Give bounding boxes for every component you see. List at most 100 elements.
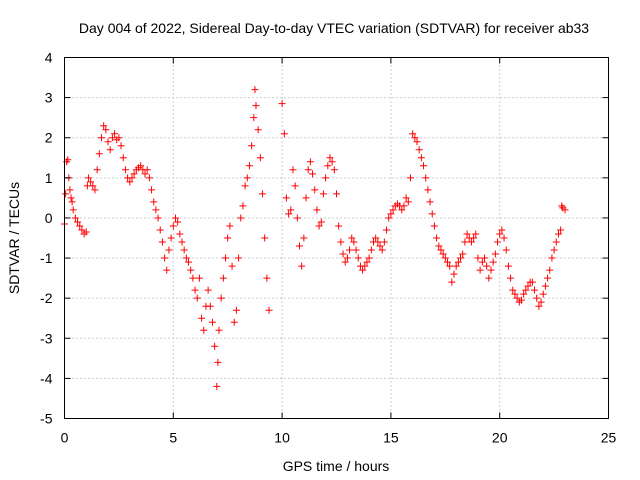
data-point <box>156 226 164 234</box>
data-point <box>472 230 480 238</box>
data-point <box>102 126 110 134</box>
data-point <box>243 174 251 182</box>
data-point <box>66 186 74 194</box>
x-axis-label: GPS time / hours <box>283 458 390 474</box>
data-point <box>311 186 319 194</box>
data-point <box>215 326 223 334</box>
data-point <box>239 202 247 210</box>
y-tick-label: -2 <box>40 290 53 306</box>
data-point <box>546 266 554 274</box>
data-point <box>104 138 112 146</box>
data-point <box>378 246 386 254</box>
data-point <box>161 254 169 262</box>
data-point <box>437 246 445 254</box>
y-tick-label: 3 <box>45 90 53 106</box>
data-point <box>550 246 558 254</box>
data-point <box>198 314 206 322</box>
data-point <box>441 254 449 262</box>
data-point <box>206 302 214 310</box>
data-point <box>178 238 186 246</box>
data-point <box>517 296 525 304</box>
data-point <box>248 142 256 150</box>
data-point <box>189 274 197 282</box>
data-point <box>402 194 410 202</box>
data-point <box>76 222 84 230</box>
data-point <box>228 262 236 270</box>
data-point <box>293 214 301 222</box>
data-point <box>457 254 465 262</box>
y-tick-label: -1 <box>40 250 53 266</box>
data-point <box>300 234 308 242</box>
data-point <box>335 222 343 230</box>
data-point <box>230 318 238 326</box>
data-point <box>367 246 375 254</box>
data-point <box>171 214 179 222</box>
data-point <box>324 162 332 170</box>
data-point <box>296 242 304 250</box>
data-point <box>531 286 539 294</box>
x-tick-label: 0 <box>61 430 69 446</box>
data-point <box>487 266 495 274</box>
data-point <box>141 170 149 178</box>
data-point <box>187 266 195 274</box>
data-point <box>237 214 245 222</box>
data-point <box>69 206 77 214</box>
data-point <box>287 206 295 214</box>
data-point <box>91 186 99 194</box>
data-point <box>450 270 458 278</box>
y-tick-label: -3 <box>40 330 53 346</box>
data-point <box>537 298 545 306</box>
data-point <box>111 130 119 138</box>
data-point <box>250 114 258 122</box>
y-axis-label: SDTVAR / TECUs <box>6 182 22 294</box>
data-point <box>278 100 286 108</box>
data-point <box>350 238 358 246</box>
data-point <box>282 194 290 202</box>
data-point <box>326 154 334 162</box>
data-point <box>426 198 434 206</box>
data-point <box>376 242 384 250</box>
data-point <box>150 198 158 206</box>
data-point <box>259 190 267 198</box>
data-point <box>226 222 234 230</box>
data-point <box>95 150 103 158</box>
data-point <box>71 214 79 222</box>
data-point <box>195 274 203 282</box>
data-point <box>424 186 432 194</box>
data-point <box>82 228 90 236</box>
data-point <box>483 262 491 270</box>
data-points <box>61 86 569 390</box>
data-point <box>191 286 199 294</box>
data-point <box>306 158 314 166</box>
data-point <box>235 254 243 262</box>
data-point <box>365 254 373 262</box>
data-point <box>200 326 208 334</box>
data-point <box>554 230 562 238</box>
data-point <box>507 274 515 282</box>
data-point <box>245 162 253 170</box>
data-point <box>126 178 134 186</box>
data-point <box>158 238 166 246</box>
data-point <box>400 202 408 210</box>
data-point <box>489 258 497 266</box>
data-point <box>313 206 321 214</box>
data-point <box>404 198 412 206</box>
data-point <box>232 306 240 314</box>
y-tick-label: -4 <box>40 370 53 386</box>
data-point <box>557 226 565 234</box>
data-point <box>415 146 423 154</box>
data-point <box>165 246 173 254</box>
data-point <box>430 222 438 230</box>
data-point <box>443 258 451 266</box>
x-tick-label: 25 <box>601 430 617 446</box>
data-point <box>328 158 336 166</box>
data-point <box>409 130 417 138</box>
data-point <box>100 122 108 130</box>
data-point <box>185 258 193 266</box>
plot-frame <box>64 57 609 419</box>
data-point <box>291 182 299 190</box>
data-point <box>143 166 151 174</box>
data-point <box>496 230 504 238</box>
data-point <box>480 254 488 262</box>
